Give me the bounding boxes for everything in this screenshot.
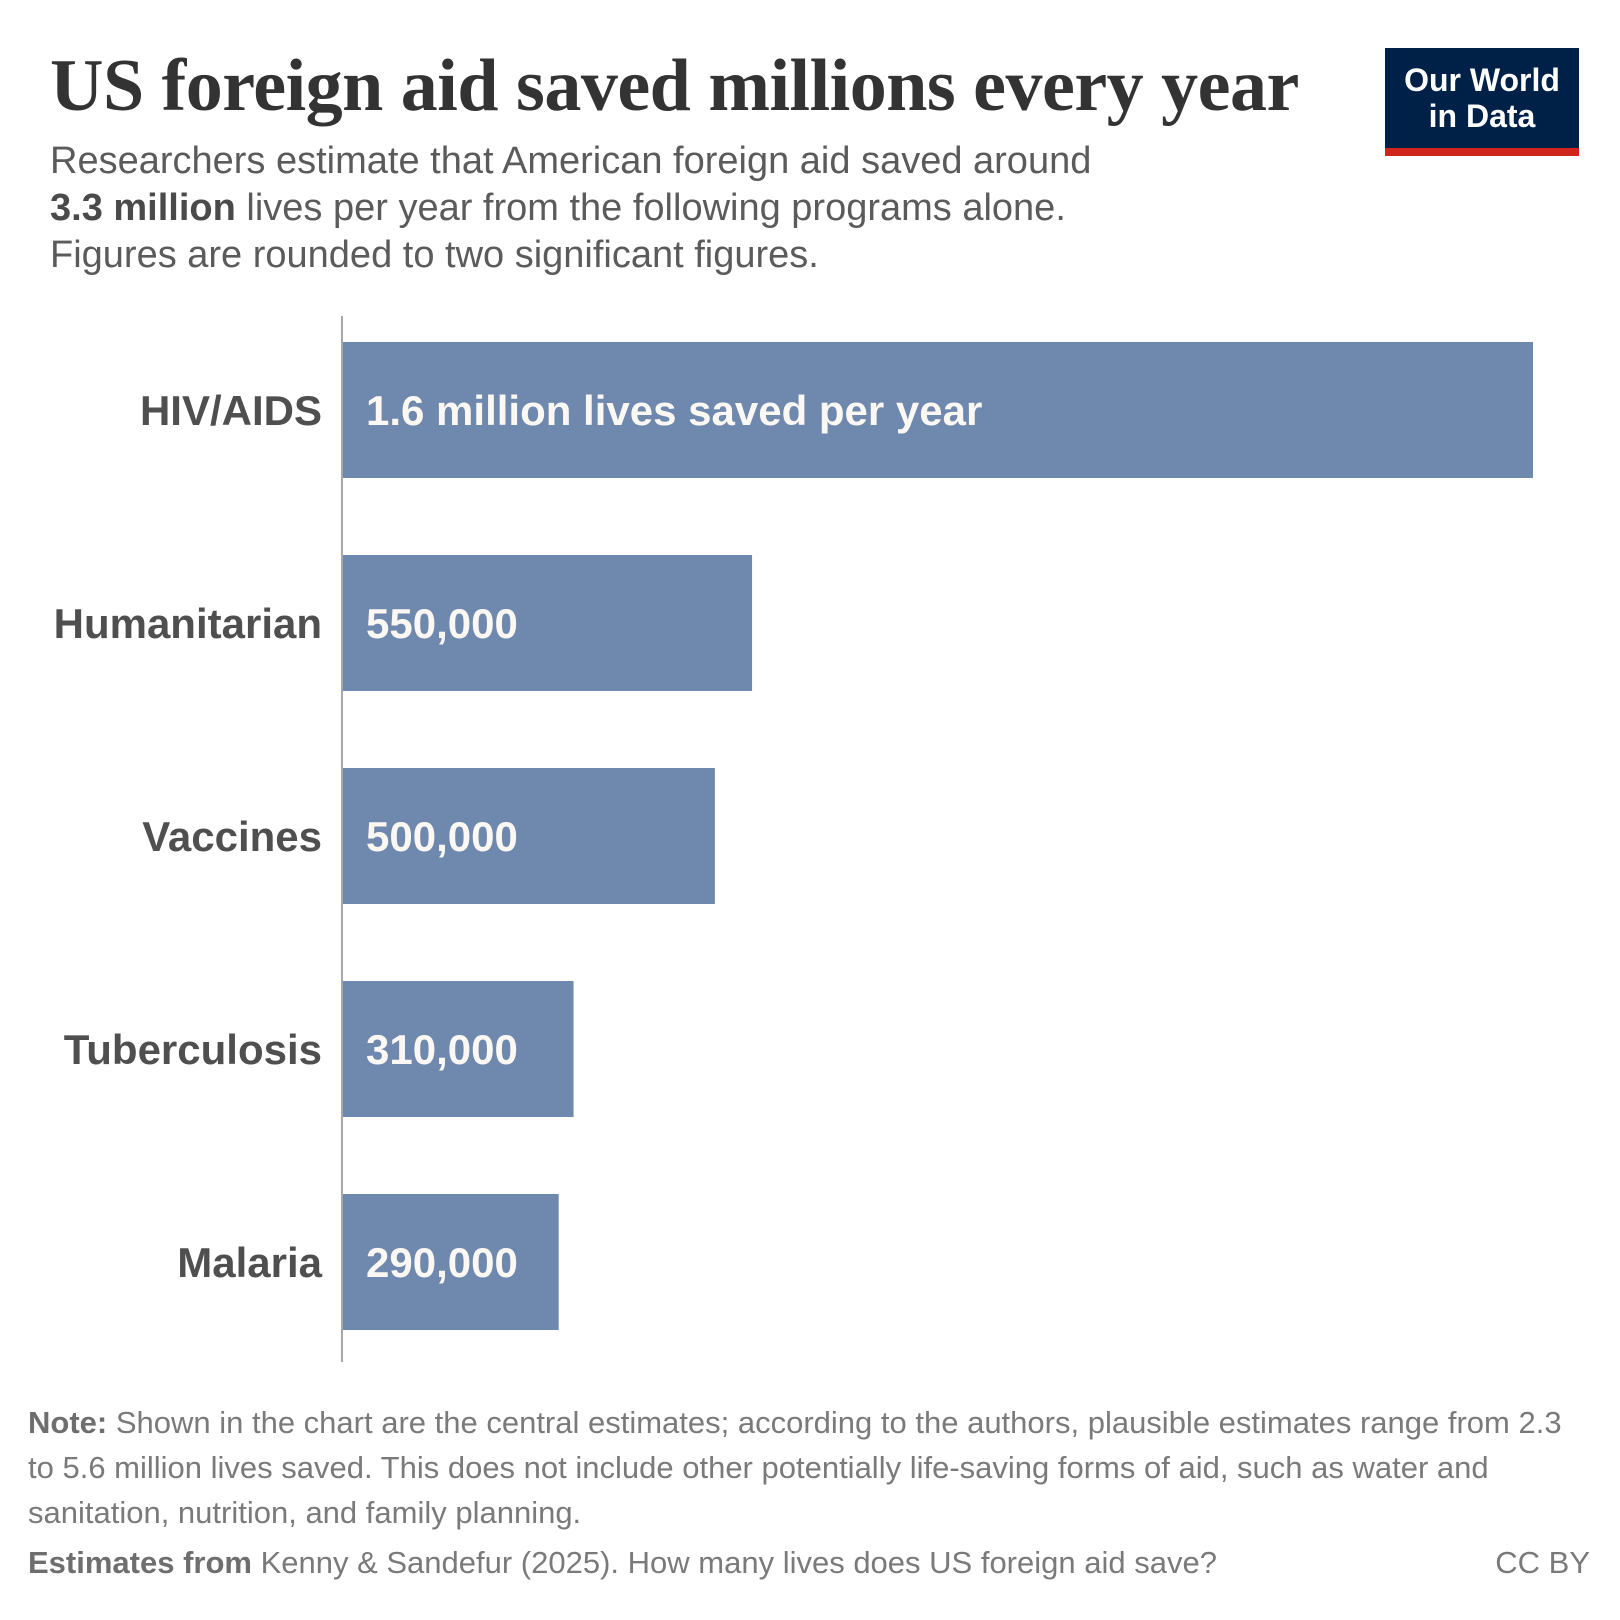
chart-note: Note: Shown in the chart are the central… <box>28 1400 1588 1535</box>
bar-vaccines[interactable] <box>343 768 715 904</box>
category-label: Malaria <box>177 1239 322 1286</box>
data-label: 310,000 <box>366 1026 518 1073</box>
chart-subtitle: Researchers estimate that American forei… <box>50 138 1330 279</box>
data-label: 500,000 <box>366 813 518 860</box>
logo-line1: Our World <box>1404 62 1560 98</box>
license-link[interactable]: CC BY <box>1495 1545 1590 1580</box>
owid-logo[interactable]: Our World in Data <box>1385 48 1579 156</box>
note-label: Note: <box>28 1405 108 1440</box>
bar-hiv-aids[interactable] <box>343 342 1533 478</box>
category-label: HIV/AIDS <box>140 387 322 434</box>
category-label: Tuberculosis <box>64 1026 322 1073</box>
subtitle-line1: Researchers estimate that American forei… <box>50 140 1092 182</box>
subtitle-line2: lives per year from the following progra… <box>235 187 1066 229</box>
note-text: Shown in the chart are the central estim… <box>28 1405 1562 1530</box>
bar-malaria[interactable] <box>343 1194 559 1330</box>
chart-title: US foreign aid saved millions every year <box>50 45 1299 127</box>
source-label: Estimates from <box>28 1545 252 1580</box>
source-text: Kenny & Sandefur (2025). How many lives … <box>251 1545 1217 1580</box>
chart-source: Estimates from Kenny & Sandefur (2025). … <box>28 1545 1217 1581</box>
bar-tuberculosis[interactable] <box>343 981 574 1117</box>
data-label: 550,000 <box>366 600 518 647</box>
category-label: Humanitarian <box>54 600 322 647</box>
subtitle-line3: Figures are rounded to two significant f… <box>50 234 819 276</box>
logo-line2: in Data <box>1428 98 1536 134</box>
bar-humanitarian[interactable] <box>343 555 753 691</box>
data-label: 290,000 <box>366 1239 518 1286</box>
data-label: 1.6 million lives saved per year <box>366 387 982 434</box>
subtitle-highlight: 3.3 million <box>50 187 236 229</box>
category-label: Vaccines <box>142 813 322 860</box>
